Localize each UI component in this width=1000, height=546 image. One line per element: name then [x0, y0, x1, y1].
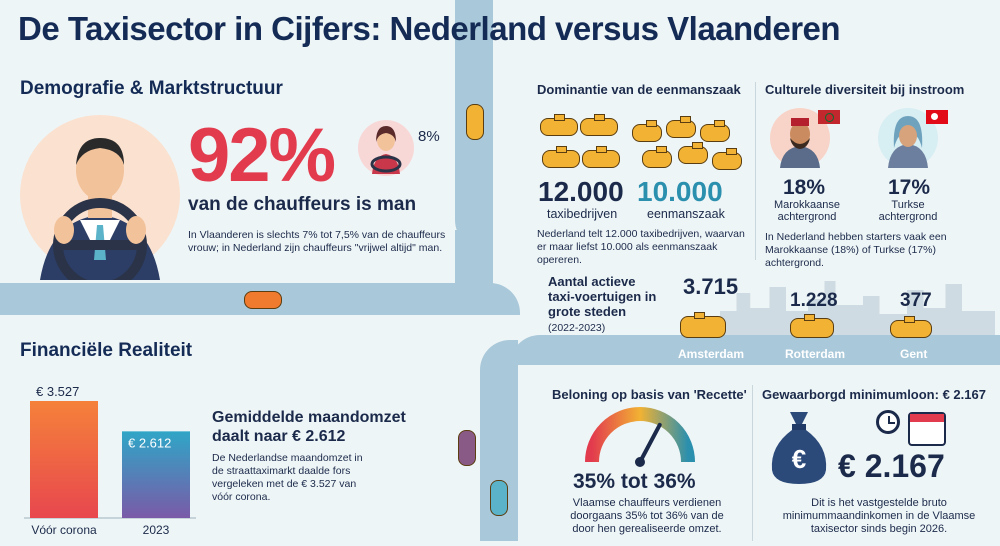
bar-value-label: € 3.527	[36, 384, 79, 399]
city-label-amsterdam: Amsterdam	[678, 347, 745, 361]
taxi-icon	[890, 316, 932, 338]
driver-illustration	[20, 110, 180, 292]
taxi-group-icon	[632, 116, 742, 180]
demografie-note: In Vlaanderen is slechts 7% tot 7,5% van…	[188, 229, 446, 254]
turkey-flag-icon	[926, 110, 948, 124]
clock-icon	[876, 410, 900, 434]
taxi-icon	[700, 120, 730, 142]
bar-value-label: € 2.612	[128, 435, 171, 450]
beloning-heading: Beloning op basis van 'Recette'	[552, 387, 747, 402]
financieel-heading: Financiële Realiteit	[20, 340, 193, 361]
diversiteit-heading: Culturele diversiteit bij instroom	[765, 82, 965, 97]
stat-bedrijven-value: 12.000	[538, 176, 624, 207]
taxi-group-icon	[540, 110, 620, 180]
taxi-icon	[666, 116, 696, 138]
bar-category-label: Vóór corona	[31, 523, 97, 537]
minimumloon-note: Dit is het vastgestelde bruto minimummaa…	[782, 497, 976, 535]
gauge-needle	[638, 422, 662, 464]
beloning-value: 35% tot 36%	[573, 470, 696, 493]
car-icon	[458, 430, 476, 466]
city-label-rotterdam: Rotterdam	[785, 347, 846, 361]
city-value-rotterdam: 1.228	[790, 290, 838, 311]
skyline	[720, 281, 995, 335]
taxi-icon	[582, 146, 620, 168]
morocco-flag-icon	[818, 110, 840, 124]
female-percent: 8%	[418, 128, 440, 145]
beloning-note: Vlaamse chauffeurs verdienen doorgaans 3…	[570, 497, 724, 535]
taxi-car-icon	[466, 104, 484, 140]
taxi-icon	[642, 146, 672, 168]
city-label-gent: Gent	[900, 347, 928, 361]
divider	[752, 385, 753, 541]
bar-category-label: 2023	[143, 523, 170, 537]
taxi-icon	[632, 120, 662, 142]
car-icon	[490, 480, 508, 516]
stat-turks-value: 17%	[888, 176, 931, 199]
voertuigen-period: (2022-2023)	[548, 322, 606, 334]
revenue-bar-chart: € 3.527 Vóór corona € 2.612 2023	[20, 375, 200, 541]
stat-eenmanszaak-value: 10.000	[637, 176, 723, 207]
money-bag-icon: €	[768, 410, 830, 486]
taxi-car-icon	[244, 291, 282, 309]
svg-text:€: €	[792, 444, 806, 474]
road-bottom-right	[510, 335, 1000, 365]
moroccan-person-icon	[770, 108, 830, 168]
taxi-icon	[540, 114, 578, 136]
stat-marokkaans-value: 18%	[783, 176, 826, 199]
city-value-gent: 377	[900, 290, 932, 311]
dominantie-heading: Dominantie van de eenmanszaak	[537, 82, 741, 97]
financieel-note: De Nederlandse maandomzet in de straatta…	[212, 452, 363, 503]
stat-turks-label: Turkse achtergrond	[878, 199, 938, 223]
divider	[755, 82, 756, 260]
minimumloon-heading: Gewaarborgd minimumloon: € 2.167	[762, 387, 986, 402]
calendar-icon	[908, 412, 946, 446]
taxi-icon	[678, 142, 708, 164]
stat-eenmanszaak-label: eenmanszaak	[647, 207, 725, 221]
diversiteit-note: In Nederland hebben starters vaak een Ma…	[765, 231, 947, 269]
dominantie-note: Nederland telt 12.000 taxibedrijven, waa…	[537, 228, 745, 266]
male-percent: 92%	[188, 113, 336, 198]
page-title: De Taxisector in Cijfers: Nederland vers…	[18, 10, 841, 47]
revenue-bar	[30, 401, 98, 518]
financieel-headline: Gemiddelde maandomzet daalt naar € 2.612	[212, 409, 406, 445]
stat-marokkaans-label: Marokkaanse achtergrond	[773, 199, 841, 223]
taxi-icon	[680, 312, 726, 338]
turkish-person-icon	[878, 108, 938, 168]
taxi-icon	[790, 314, 834, 338]
revenue-bar	[122, 431, 190, 518]
stat-bedrijven-label: taxibedrijven	[547, 207, 618, 221]
taxi-icon	[712, 148, 742, 170]
road-curve	[455, 230, 493, 315]
male-subtitle: van de chauffeurs is man	[188, 194, 417, 215]
city-value-amsterdam: 3.715	[683, 274, 739, 299]
voertuigen-heading: Aantal actieve taxi-voertuigen in grote …	[548, 274, 657, 319]
taxi-icon	[580, 114, 618, 136]
minimumloon-value: € 2.167	[838, 448, 945, 484]
taxi-icon	[542, 146, 580, 168]
recette-gauge	[580, 400, 700, 470]
female-driver-icon	[358, 112, 414, 178]
demografie-heading: Demografie & Marktstructuur	[20, 78, 283, 99]
